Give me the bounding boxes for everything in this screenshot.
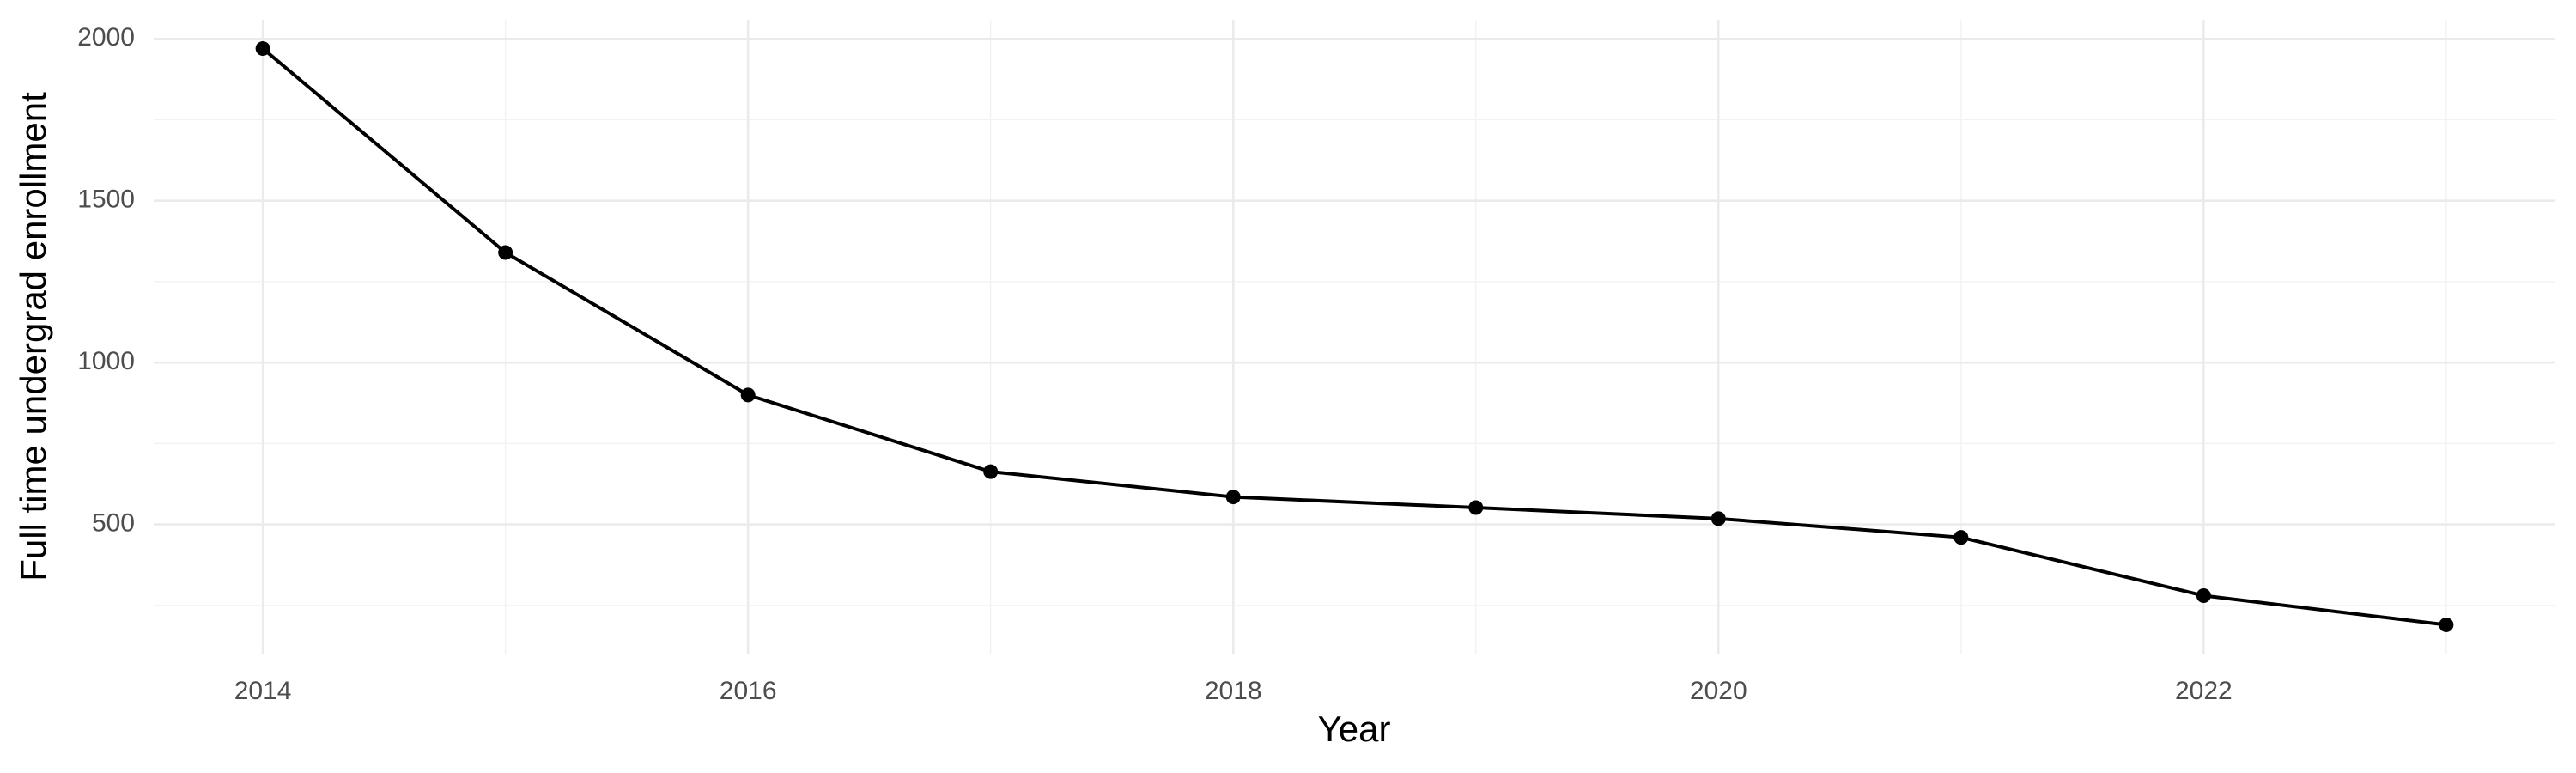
- point: [2196, 588, 2211, 604]
- point: [983, 464, 999, 479]
- point: [255, 41, 270, 57]
- x-tick-label: 2020: [1690, 677, 1747, 705]
- y-tick-label: 2000: [77, 23, 135, 52]
- x-tick-label: 2016: [720, 677, 777, 705]
- y-tick-label: 500: [92, 509, 135, 538]
- x-tick-label: 2018: [1205, 677, 1262, 705]
- y-tick-label: 1500: [77, 186, 135, 214]
- x-tick-label: 2014: [234, 677, 292, 705]
- y-tick-label: 1000: [77, 347, 135, 375]
- point: [498, 245, 513, 260]
- x-axis-title: Year: [1318, 709, 1391, 749]
- point: [740, 387, 756, 403]
- point: [1953, 530, 1969, 545]
- point: [1225, 490, 1241, 505]
- point: [1710, 511, 1726, 526]
- x-tick-label: 2022: [2175, 677, 2233, 705]
- point: [2439, 617, 2454, 632]
- line: [261, 47, 2447, 627]
- y-axis-title: Full time undergrad enrollment: [13, 92, 53, 581]
- point: [1468, 500, 1484, 515]
